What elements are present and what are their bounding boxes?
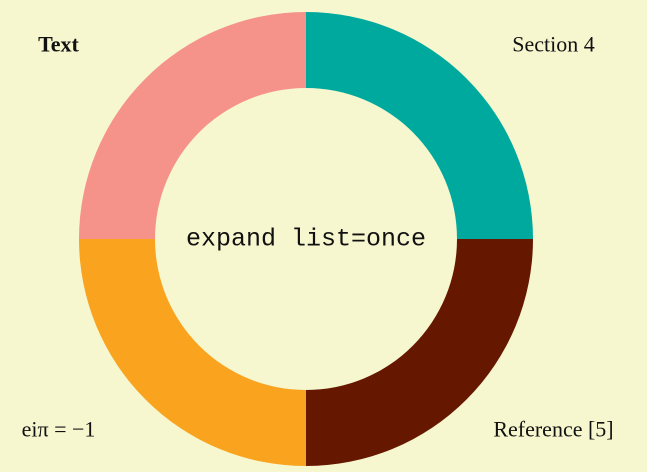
slice [306,239,533,466]
slice [79,239,306,466]
center-label: expand list=once [186,225,426,254]
slice [79,12,306,239]
slice-label: Reference [5] [493,416,613,441]
slices [79,12,533,466]
slice-label: Text [38,32,79,57]
slice [306,12,533,239]
slice-label: Section 4 [512,32,595,57]
slice-label: eiπ = −1 [22,416,96,441]
